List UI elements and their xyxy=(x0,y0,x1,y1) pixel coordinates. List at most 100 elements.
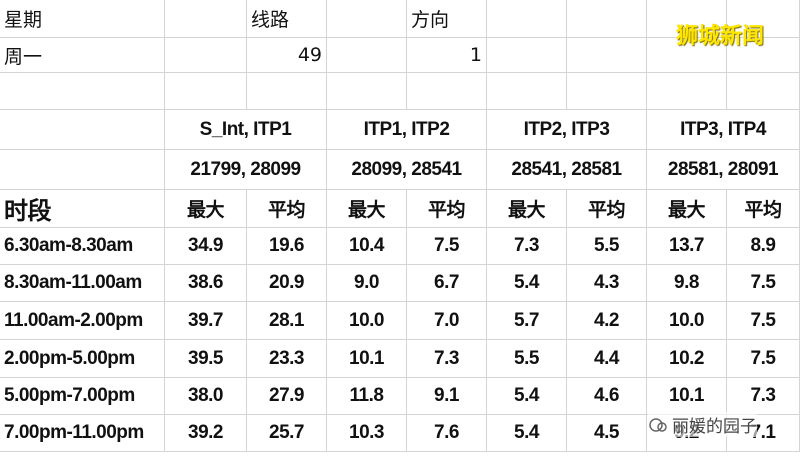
speed-value: 39.2 xyxy=(165,415,247,452)
speed-value: 7.5 xyxy=(727,302,800,340)
empty-cell xyxy=(0,110,165,150)
period: 8.30am-11.00am xyxy=(0,265,165,302)
speed-value: 9.8 xyxy=(647,265,727,302)
empty-cell xyxy=(647,73,727,110)
speed-value: 5.5 xyxy=(567,228,647,265)
empty-cell xyxy=(647,0,727,38)
empty-cell xyxy=(567,73,647,110)
speed-value: 7.3 xyxy=(487,228,567,265)
speed-value: 7.0 xyxy=(407,302,487,340)
speed-value: 4.5 xyxy=(567,415,647,452)
speed-value: 10.2 xyxy=(647,340,727,378)
empty-cell xyxy=(165,38,247,73)
speed-value: 28.1 xyxy=(247,302,327,340)
segment-name: S_Int, ITP1 xyxy=(165,110,327,150)
speed-value: 25.7 xyxy=(247,415,327,452)
speed-value: 38.0 xyxy=(165,378,247,415)
speed-value: 10.4 xyxy=(327,228,407,265)
empty-cell xyxy=(327,73,407,110)
value: 周一 xyxy=(0,38,165,73)
speed-value: 9.1 xyxy=(407,378,487,415)
column-header: 平均 xyxy=(567,190,647,228)
label: 方向 xyxy=(407,0,487,38)
speed-value: 7.3 xyxy=(407,340,487,378)
speed-value: 5.4 xyxy=(487,415,567,452)
speed-value: 13.7 xyxy=(647,228,727,265)
period: 6.30am-8.30am xyxy=(0,228,165,265)
empty-cell xyxy=(0,150,165,190)
speed-value: 10.0 xyxy=(327,302,407,340)
segment-name: ITP2, ITP3 xyxy=(487,110,647,150)
column-header: 最大 xyxy=(165,190,247,228)
speed-value: 11.8 xyxy=(327,378,407,415)
column-header: 最大 xyxy=(327,190,407,228)
speed-value: 5.4 xyxy=(487,265,567,302)
watermark: 丽媛的园子 xyxy=(672,417,757,437)
watermark: 狮城新闻 xyxy=(676,24,765,49)
empty-cell xyxy=(0,73,165,110)
speed-value: 7.5 xyxy=(727,340,800,378)
empty-cell xyxy=(487,73,567,110)
speed-value: 23.3 xyxy=(247,340,327,378)
speed-value: 9.0 xyxy=(327,265,407,302)
segment-name: ITP3, ITP4 xyxy=(647,110,800,150)
column-header: 平均 xyxy=(727,190,800,228)
empty-cell xyxy=(727,73,800,110)
column-header: 平均 xyxy=(407,190,487,228)
speed-value: 39.7 xyxy=(165,302,247,340)
speed-value: 6.7 xyxy=(407,265,487,302)
speed-value: 4.6 xyxy=(567,378,647,415)
speed-value: 10.0 xyxy=(647,302,727,340)
speed-value: 7.5 xyxy=(407,228,487,265)
speed-value: 8.9 xyxy=(727,228,800,265)
label: 星期 xyxy=(0,0,165,38)
segment-stops: 28099, 28541 xyxy=(327,150,487,190)
segment-stops: 28541, 28581 xyxy=(487,150,647,190)
speed-value: 19.6 xyxy=(247,228,327,265)
segment-stops: 28581, 28091 xyxy=(647,150,800,190)
empty-cell xyxy=(165,0,247,38)
speed-value: 10.3 xyxy=(327,415,407,452)
speed-value: 39.5 xyxy=(165,340,247,378)
period: 11.00am-2.00pm xyxy=(0,302,165,340)
empty-cell xyxy=(567,38,647,73)
speed-value: 10.1 xyxy=(327,340,407,378)
value: 49 xyxy=(247,38,327,73)
speed-value: 5.5 xyxy=(487,340,567,378)
speed-value: 5.4 xyxy=(487,378,567,415)
speed-value: 27.9 xyxy=(247,378,327,415)
label: 线路 xyxy=(247,0,327,38)
empty-cell xyxy=(567,0,647,38)
speed-value: 7.3 xyxy=(727,378,800,415)
speed-value: 20.9 xyxy=(247,265,327,302)
column-header: 平均 xyxy=(247,190,327,228)
speed-value: 4.3 xyxy=(567,265,647,302)
column-header: 时段 xyxy=(0,190,165,228)
period: 7.00pm-11.00pm xyxy=(0,415,165,452)
empty-cell xyxy=(407,73,487,110)
empty-cell xyxy=(165,73,247,110)
speed-value: 7.6 xyxy=(407,415,487,452)
period: 5.00pm-7.00pm xyxy=(0,378,165,415)
speed-value: 4.2 xyxy=(567,302,647,340)
speed-value: 10.1 xyxy=(647,378,727,415)
empty-cell xyxy=(487,0,567,38)
empty-cell xyxy=(647,38,727,73)
empty-cell xyxy=(247,73,327,110)
watermark-badge: 丽媛的园子 xyxy=(648,412,757,437)
empty-cell xyxy=(487,38,567,73)
value: 1 xyxy=(407,38,487,73)
speed-value: 38.6 xyxy=(165,265,247,302)
segment-name: ITP1, ITP2 xyxy=(327,110,487,150)
column-header: 最大 xyxy=(487,190,567,228)
speed-value: 34.9 xyxy=(165,228,247,265)
wechat-icon xyxy=(649,417,667,432)
period: 2.00pm-5.00pm xyxy=(0,340,165,378)
empty-cell xyxy=(327,0,407,38)
speed-value: 5.7 xyxy=(487,302,567,340)
speed-value: 4.4 xyxy=(567,340,647,378)
segment-stops: 21799, 28099 xyxy=(165,150,327,190)
column-header: 最大 xyxy=(647,190,727,228)
empty-cell xyxy=(327,38,407,73)
